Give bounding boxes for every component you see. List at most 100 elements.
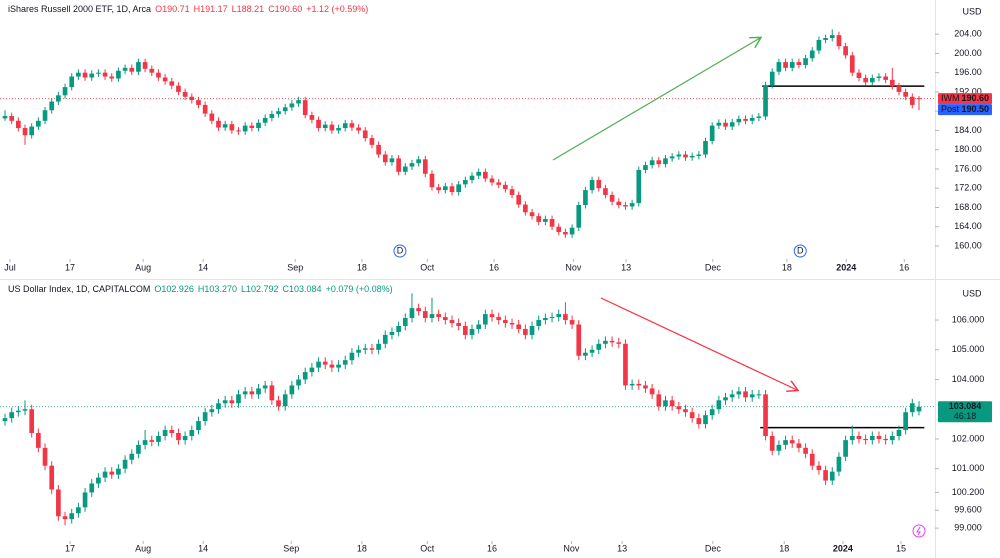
candle-body [389, 331, 395, 335]
candle-body [589, 349, 595, 353]
candle-body [529, 212, 535, 217]
candle-body [563, 232, 568, 235]
candle-body [603, 188, 608, 195]
chart-header: US Dollar Index, 1D, CAPITALCOM O102.926 H… [8, 284, 393, 294]
candle-body [703, 141, 708, 155]
currency-label: USD [962, 6, 982, 16]
candle-body [189, 96, 195, 101]
y-tick-label: 164.00 [954, 221, 982, 231]
candle-body [256, 388, 261, 395]
candle-body [269, 385, 275, 401]
candle-body [896, 430, 902, 436]
candle-body [236, 394, 241, 404]
candle-body [456, 184, 461, 193]
candle-body [689, 155, 695, 158]
candle-body [536, 320, 542, 326]
candle-body [483, 171, 488, 179]
currency-label: USD [962, 288, 982, 298]
candle-body [442, 317, 448, 321]
candle-body [102, 471, 108, 478]
candle-body [523, 328, 528, 335]
price-tag-label: 190.50 [961, 104, 989, 114]
candle-body [362, 130, 368, 139]
candle-body [222, 400, 228, 404]
candle-body [649, 160, 655, 166]
candle-body [149, 68, 155, 73]
candle-body [716, 122, 722, 126]
candle-body [22, 409, 28, 411]
candle-body [596, 180, 602, 189]
candle-body [229, 400, 235, 404]
candle-body [503, 320, 508, 324]
candle-body [603, 340, 608, 344]
candle-body [62, 516, 68, 520]
price-tag [938, 93, 992, 105]
candle-body [636, 169, 642, 204]
candle-body [636, 383, 642, 386]
candle-body [222, 124, 228, 128]
candle-body [696, 154, 702, 156]
candle-body [776, 62, 782, 72]
candle-body [683, 154, 688, 158]
candle-body [616, 201, 622, 206]
candle-body [122, 67, 128, 71]
candle-body [176, 85, 181, 92]
candle-body [783, 440, 788, 445]
candle-body [663, 400, 668, 407]
candle-body [89, 483, 95, 493]
candle-body [496, 182, 502, 185]
ohlc-value: H103.270 [198, 284, 237, 294]
candle-body [422, 311, 428, 318]
candle-body [736, 118, 742, 123]
x-tick-label: Dec [705, 543, 722, 553]
candle-body [709, 409, 715, 416]
candle-body [556, 226, 562, 233]
candle-body [376, 144, 381, 155]
candle-body [823, 38, 828, 40]
candle-body [462, 325, 468, 335]
candle-body [536, 216, 542, 222]
candle-body [803, 447, 808, 454]
ohlc-value: O102.926 [154, 284, 194, 294]
candle-body [456, 323, 461, 326]
candle-body [82, 492, 88, 508]
candle-body [309, 367, 315, 373]
candle-body [216, 403, 221, 410]
candle-body [29, 126, 35, 136]
candle-body [449, 186, 455, 193]
candle-body [229, 124, 235, 131]
candle-body [849, 435, 855, 441]
candle-body [296, 100, 301, 104]
candle-body [462, 180, 468, 185]
candle-body [16, 120, 21, 129]
candle-body [162, 77, 168, 82]
candle-body [583, 352, 588, 356]
candle-body [316, 361, 321, 368]
candle-body [336, 364, 341, 368]
candle-body [62, 87, 68, 96]
candle-body [763, 394, 768, 436]
candle-body [122, 459, 128, 469]
candle-body [476, 171, 482, 176]
candle-body [16, 410, 21, 413]
candle-body [476, 324, 482, 329]
alert-icon[interactable] [912, 524, 926, 538]
candle-body [696, 418, 702, 425]
price-tag [938, 401, 992, 423]
candle-body [369, 138, 375, 145]
candle-body [829, 35, 835, 39]
y-tick-label: 168.00 [954, 202, 982, 212]
x-tick-label: Sep [283, 543, 299, 553]
candle-body [609, 194, 615, 202]
x-tick-label: 17 [65, 262, 75, 272]
candle-body [796, 443, 802, 448]
candle-body [649, 388, 655, 395]
candle-body [36, 432, 41, 448]
price-tag-note: 46:18 [954, 411, 977, 421]
candle-body [82, 72, 88, 78]
candle-body [22, 128, 28, 136]
candle-body [509, 189, 515, 195]
candle-body [829, 471, 835, 481]
candle-body [876, 435, 882, 439]
